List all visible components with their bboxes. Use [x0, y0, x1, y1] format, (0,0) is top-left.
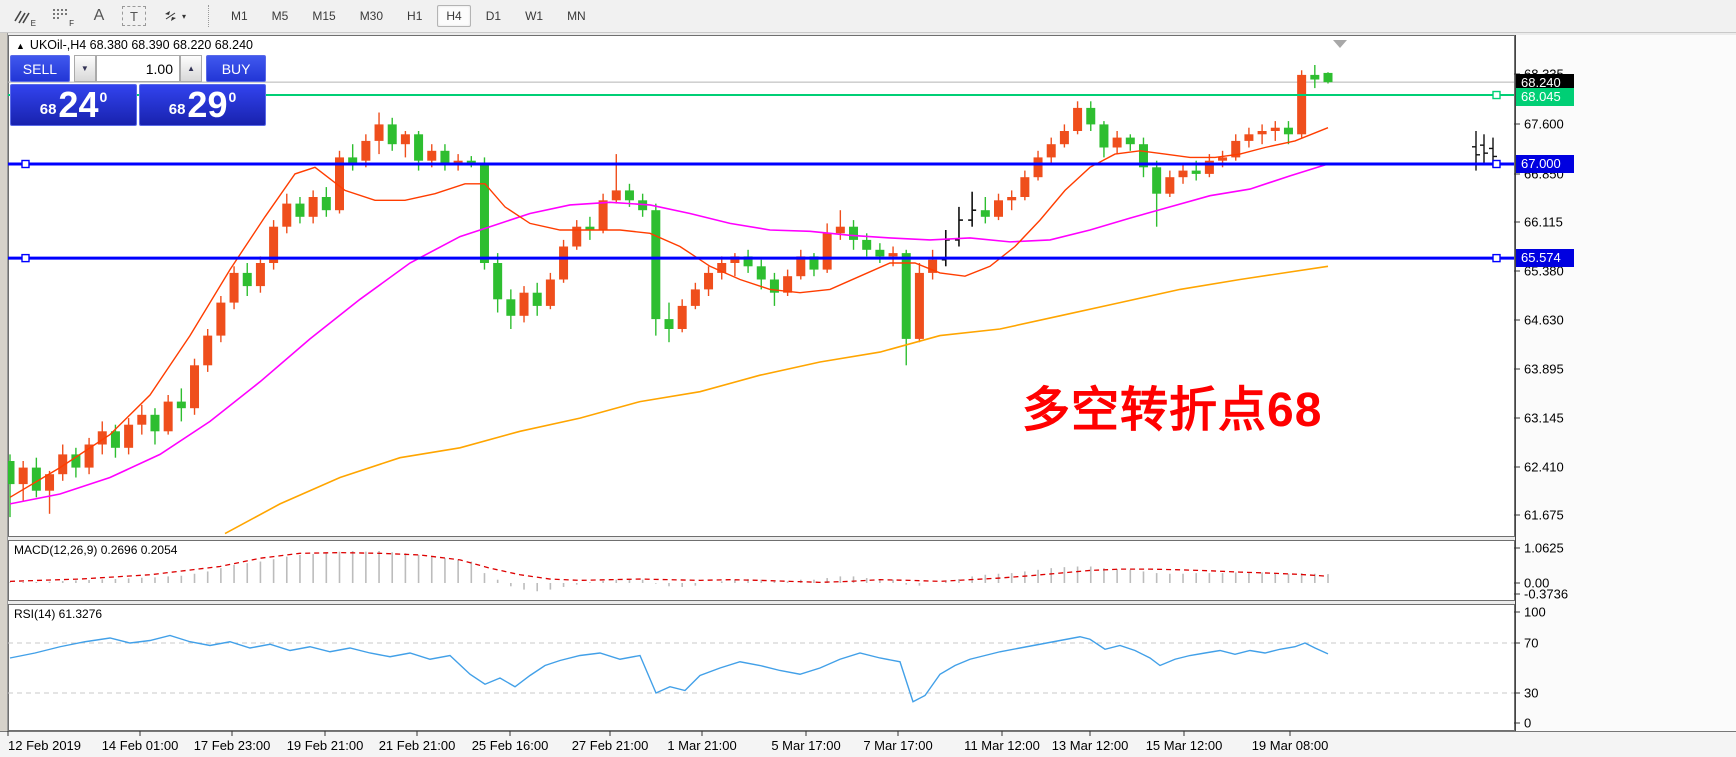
- time-axis-label: 25 Feb 16:00: [471, 738, 549, 753]
- timeframe-button-m30[interactable]: M30: [359, 9, 384, 23]
- indicators-icon[interactable]: E: [8, 4, 38, 28]
- time-axis-label: 21 Feb 21:00: [378, 738, 456, 753]
- time-axis-label: 19 Mar 08:00: [1251, 738, 1329, 753]
- left-gutter: [0, 33, 8, 757]
- buy-price-prefix: 68: [168, 101, 186, 118]
- time-axis-label: 5 Mar 17:00: [771, 738, 841, 753]
- timeframe-button-m5[interactable]: M5: [271, 9, 289, 23]
- sell-price-main: 24: [58, 84, 99, 125]
- macd-panel[interactable]: [8, 540, 1515, 601]
- axis-label: 63.895: [1524, 361, 1564, 377]
- timeframe-button-d1[interactable]: D1: [485, 9, 502, 23]
- collapse-arrow-icon[interactable]: ▲: [16, 41, 25, 51]
- green-line-badge: 68.045: [1516, 88, 1574, 106]
- buy-price-display[interactable]: 68 29 0: [139, 84, 266, 126]
- cursor-modes-icon[interactable]: ▾: [154, 4, 194, 28]
- axis-label: 0: [1524, 715, 1532, 731]
- time-axis-label: 15 Mar 12:00: [1145, 738, 1223, 753]
- chart-annotation-text[interactable]: 多空转折点68: [1022, 384, 1323, 437]
- time-axis-label: 14 Feb 01:00: [101, 738, 179, 753]
- axis-label: 62.410: [1524, 459, 1564, 475]
- rsi-label: RSI(14) 61.3276: [14, 607, 103, 621]
- timeframe-button-w1[interactable]: W1: [525, 9, 544, 23]
- timeframe-button-h4[interactable]: H4: [437, 5, 471, 27]
- objects-grid-icon-sub: F: [69, 19, 74, 28]
- timeframe-button-m1[interactable]: M1: [231, 9, 248, 23]
- current-price-badge: 68.240: [1516, 74, 1574, 92]
- volume-decrease-button[interactable]: ▼: [73, 55, 96, 82]
- time-axis-label: 27 Feb 21:00: [571, 738, 649, 753]
- time-axis-label: 1 Mar 21:00: [667, 738, 737, 753]
- axis-label: 66.115: [1524, 214, 1563, 230]
- sell-price-sup: 0: [99, 89, 108, 105]
- indicators-icon-sub: E: [30, 19, 36, 28]
- timeframe-group: M1 M5 M15 M30 H1 H4 D1 W1 MN: [219, 5, 598, 27]
- price-axis[interactable]: [1515, 35, 1736, 731]
- axis-label: 100: [1524, 604, 1546, 620]
- volume-increase-button[interactable]: ▲: [180, 55, 203, 82]
- time-axis-label: 13 Mar 12:00: [1051, 738, 1129, 753]
- time-axis-label: 12 Feb 2019: [8, 738, 82, 753]
- axis-label: 70: [1524, 635, 1539, 651]
- timeframe-button-m15[interactable]: M15: [312, 9, 336, 23]
- axis-label: 1.0625: [1524, 540, 1564, 556]
- volume-input[interactable]: [96, 55, 180, 82]
- axis-label: 61.675: [1524, 507, 1564, 523]
- symbol-ohlc-text: UKOil-,H4 68.380 68.390 68.220 68.240: [29, 38, 253, 52]
- axis-label: 67.600: [1524, 116, 1564, 132]
- timeframe-button-h1[interactable]: H1: [407, 9, 423, 23]
- axis-label: -0.3736: [1524, 586, 1569, 602]
- time-axis-label: 11 Mar 12:00: [964, 738, 1040, 753]
- one-click-trading-widget: SELL ▼ ▲ BUY 68 24 0 68 29 0: [10, 55, 266, 126]
- symbol-title: ▲ UKOil-,H4 68.380 68.390 68.220 68.240: [16, 38, 253, 52]
- buy-price-main: 29: [187, 84, 228, 125]
- sell-button[interactable]: SELL: [10, 55, 70, 82]
- sell-price-prefix: 68: [39, 101, 57, 118]
- time-axis-label: 19 Feb 21:00: [286, 738, 364, 753]
- sell-price-display[interactable]: 68 24 0: [10, 84, 137, 126]
- timeframe-button-mn[interactable]: MN: [567, 9, 586, 23]
- axis-label: 64.630: [1524, 312, 1564, 328]
- time-axis[interactable]: 12 Feb 2019 14 Feb 01:00 17 Feb 23:00 19 Fe…: [0, 731, 1736, 757]
- toolbar-separator: [208, 5, 209, 27]
- buy-price-sup: 0: [228, 89, 237, 105]
- toolbar: E F A T ▾ M1 M5 M15 M30 H1 H4 D1 W1 MN: [0, 0, 1736, 33]
- blue-line-badge-1: 67.000: [1516, 155, 1574, 173]
- time-axis-label: 7 Mar 17:00: [863, 738, 933, 753]
- rsi-panel[interactable]: [8, 604, 1515, 731]
- axis-label: 30: [1524, 685, 1539, 701]
- macd-label: MACD(12,26,9) 0.2696 0.2054: [14, 543, 178, 557]
- buy-button[interactable]: BUY: [206, 55, 266, 82]
- objects-grid-icon[interactable]: F: [46, 4, 76, 28]
- time-axis-label: 17 Feb 23:00: [193, 738, 271, 753]
- text-label-icon[interactable]: A: [93, 7, 105, 24]
- axis-label: 65.380: [1524, 263, 1564, 279]
- axis-label: 0.00: [1524, 575, 1550, 591]
- axis-label: 63.145: [1524, 410, 1564, 426]
- blue-line-badge-2: 65.574: [1516, 249, 1574, 267]
- text-box-icon[interactable]: T: [122, 6, 146, 26]
